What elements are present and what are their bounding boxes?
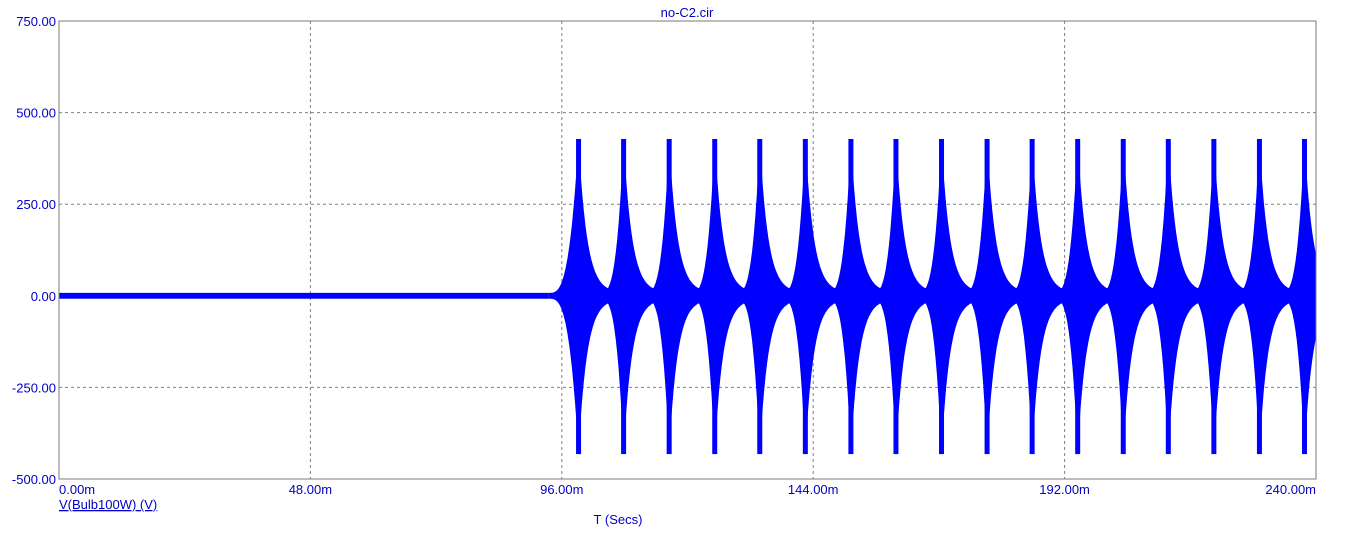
- x-tick-label: 144.00m: [788, 482, 839, 497]
- y-tick-label: 500.00: [16, 106, 56, 121]
- trace-pulse-envelope: [1213, 139, 1260, 455]
- trace-pulse-envelope: [941, 139, 988, 455]
- trace-pulse-spike: [666, 138, 672, 455]
- series-legend-label: V(Bulb100W) (V): [59, 497, 157, 512]
- x-tick-label: 96.00m: [540, 482, 583, 497]
- x-tick-labels: 0.00m 48.00m 96.00m 144.00m 192.00m 240.00m: [59, 482, 1316, 497]
- trace-pulse-envelope: [1259, 139, 1305, 455]
- x-axis-label: T (Secs): [594, 512, 643, 527]
- trace-pulse-envelope: [1304, 139, 1316, 455]
- trace-pulse-spike: [576, 138, 582, 455]
- trace-pulse-envelope: [759, 139, 806, 455]
- trace-pulse-envelope: [805, 139, 851, 455]
- trace-pulse-envelope: [1077, 139, 1124, 455]
- y-tick-label: 750.00: [16, 14, 56, 29]
- trace-pulse-spike: [984, 138, 990, 455]
- trace-pulse-envelope: [850, 139, 896, 455]
- trace-pulse-envelope: [578, 139, 624, 455]
- trace-pulse-spike: [893, 138, 899, 455]
- trace-onset: [548, 147, 578, 446]
- trace-pulse-envelope: [987, 139, 1033, 455]
- trace-pulse-envelope: [669, 139, 715, 455]
- x-tick-label: 48.00m: [289, 482, 332, 497]
- plot-frame: [58, 20, 1317, 480]
- trace-pulse-spike: [1211, 138, 1217, 455]
- chart-title: no-C2.cir: [661, 5, 714, 20]
- trace-pulse-envelope: [714, 139, 760, 455]
- x-tick-label: 0.00m: [59, 482, 95, 497]
- trace-pulse-envelope: [1123, 139, 1169, 455]
- trace-pulse-spike: [757, 138, 763, 455]
- trace-baseline: [59, 292, 549, 299]
- trace-pulse-envelope: [1032, 139, 1078, 455]
- trace-pulse-spike: [1120, 138, 1126, 455]
- y-tick-label: 250.00: [16, 197, 56, 212]
- trace-pulse-envelope: [1168, 139, 1214, 455]
- x-tick-label: 240.00m: [1265, 482, 1316, 497]
- trace-pulse-spike: [1075, 138, 1081, 455]
- x-tick-label: 192.00m: [1039, 482, 1090, 497]
- trace-pulse-spike: [1301, 138, 1307, 455]
- y-tick-label: 0.00: [31, 289, 56, 304]
- y-tick-labels: 750.00 500.00 250.00 0.00 -250.00 -500.00: [12, 14, 56, 487]
- y-tick-label: -250.00: [12, 380, 56, 395]
- trace-pulse-envelope: [896, 139, 942, 455]
- trace-pulse-envelope: [623, 139, 670, 455]
- y-tick-label: -500.00: [12, 472, 56, 487]
- trace-v-bulb100w: [59, 138, 1316, 455]
